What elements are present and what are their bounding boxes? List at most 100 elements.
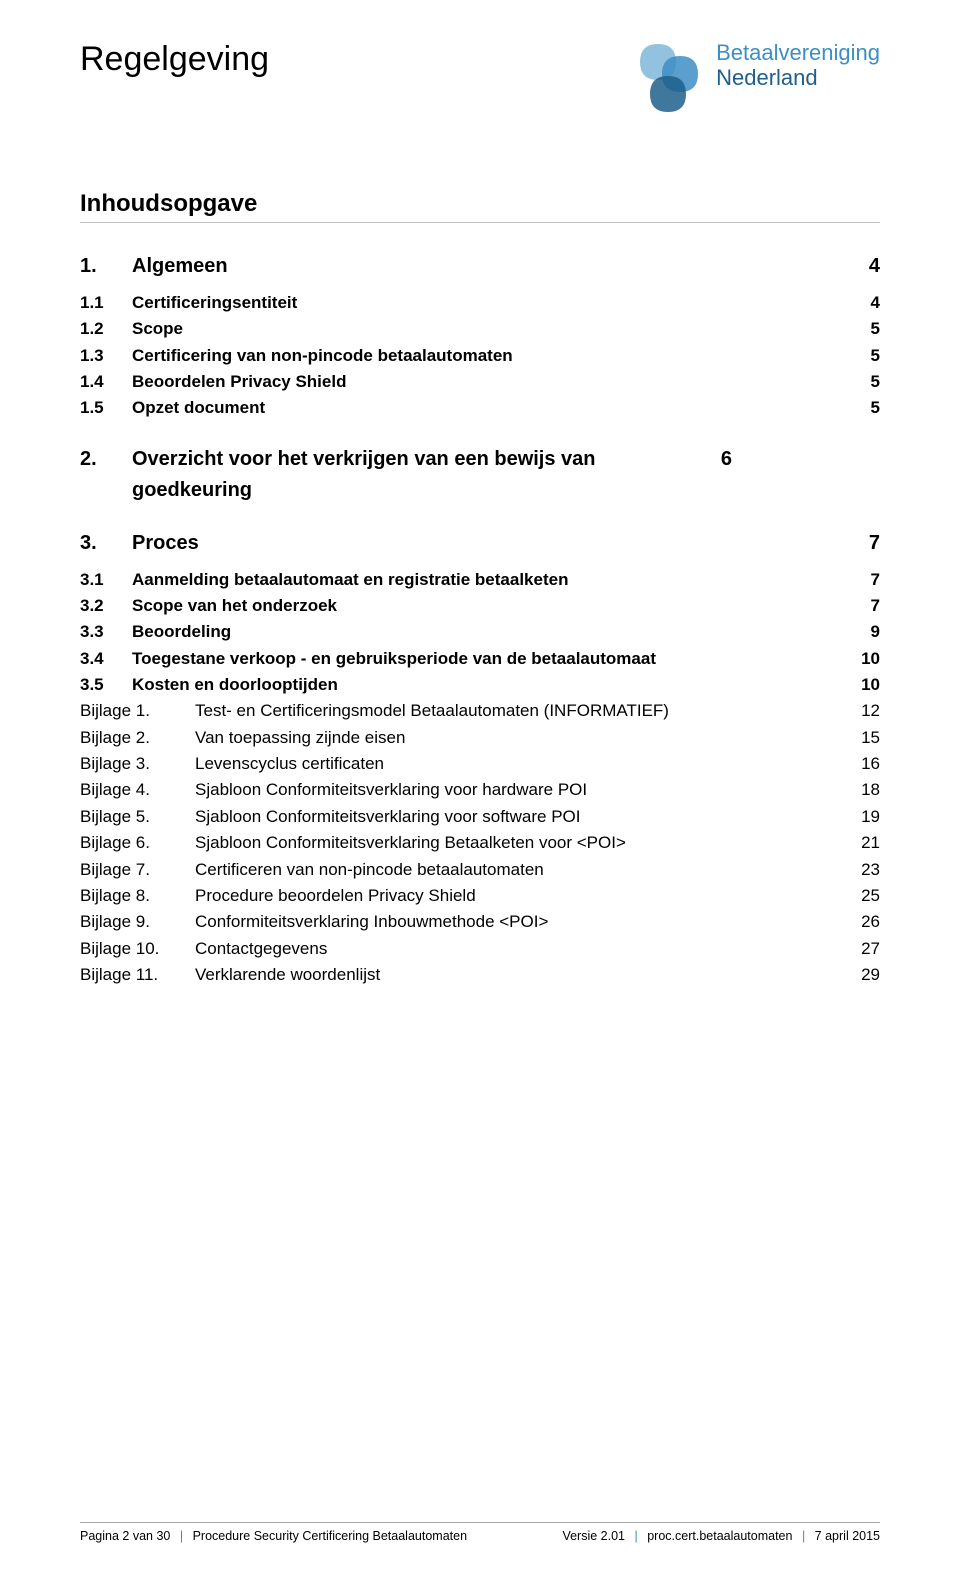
toc-page: 4 bbox=[840, 251, 880, 282]
toc-heading: Inhoudsopgave bbox=[80, 190, 880, 223]
footer-page-info: Pagina 2 van 30 bbox=[80, 1529, 170, 1543]
toc-label: Procedure beoordelen Privacy Shield bbox=[195, 883, 840, 909]
toc-entry-appendix: Bijlage 8. Procedure beoordelen Privacy … bbox=[80, 883, 880, 909]
toc-entry-sub: 3.3 Beoordeling 9 bbox=[80, 619, 880, 645]
page-footer: Pagina 2 van 30 | Procedure Security Cer… bbox=[80, 1522, 880, 1543]
toc-entry-sub: 1.5 Opzet document 5 bbox=[80, 395, 880, 421]
toc-page: 10 bbox=[840, 672, 880, 698]
toc-entry-top: 3. Proces 7 bbox=[80, 528, 880, 559]
toc-page: 6 bbox=[692, 444, 732, 475]
toc-page: 18 bbox=[840, 777, 880, 803]
toc-entry-top: 2. Overzicht voor het verkrijgen van een… bbox=[80, 444, 880, 506]
toc-label: Scope bbox=[132, 316, 840, 342]
toc-entry-sub: 1.1 Certificeringsentiteit 4 bbox=[80, 290, 880, 316]
toc-entry-top: 1. Algemeen 4 bbox=[80, 251, 880, 282]
toc-label: Certificering van non-pincode betaalauto… bbox=[132, 343, 840, 369]
footer-version: Versie 2.01 bbox=[562, 1529, 625, 1543]
toc-label: Certificeringsentiteit bbox=[132, 290, 840, 316]
toc-label: Van toepassing zijnde eisen bbox=[195, 725, 840, 751]
toc-entry-sub: 1.4 Beoordelen Privacy Shield 5 bbox=[80, 369, 880, 395]
toc-entry-appendix: Bijlage 5. Sjabloon Conformiteitsverklar… bbox=[80, 804, 880, 830]
toc-entry-appendix: Bijlage 3. Levenscyclus certificaten 16 bbox=[80, 751, 880, 777]
toc-page: 15 bbox=[840, 725, 880, 751]
toc-label: Overzicht voor het verkrijgen van een be… bbox=[132, 444, 692, 506]
toc-label: Sjabloon Conformiteitsverklaring Betaalk… bbox=[195, 830, 840, 856]
toc-entry-sub: 1.2 Scope 5 bbox=[80, 316, 880, 342]
toc-entry-appendix: Bijlage 10. Contactgegevens 27 bbox=[80, 936, 880, 962]
page-header: Regelgeving Betaalvereniging Nederland bbox=[80, 40, 880, 120]
toc-entry-sub: 3.1 Aanmelding betaalautomaat en registr… bbox=[80, 567, 880, 593]
toc-entry-appendix: Bijlage 11. Verklarende woordenlijst 29 bbox=[80, 962, 880, 988]
toc-page: 25 bbox=[840, 883, 880, 909]
toc-entry-appendix: Bijlage 4. Sjabloon Conformiteitsverklar… bbox=[80, 777, 880, 803]
toc-label: Levenscyclus certificaten bbox=[195, 751, 840, 777]
toc-number: Bijlage 5. bbox=[80, 804, 195, 830]
toc-page: 29 bbox=[840, 962, 880, 988]
toc-page: 5 bbox=[840, 343, 880, 369]
toc-page: 7 bbox=[840, 528, 880, 559]
toc-label: Conformiteitsverklaring Inbouwmethode <P… bbox=[195, 909, 840, 935]
toc-page: 4 bbox=[840, 290, 880, 316]
toc-label: Beoordelen Privacy Shield bbox=[132, 369, 840, 395]
toc-entry-sub: 3.2 Scope van het onderzoek 7 bbox=[80, 593, 880, 619]
toc-entry-appendix: Bijlage 2. Van toepassing zijnde eisen 1… bbox=[80, 725, 880, 751]
toc-label: Kosten en doorlooptijden bbox=[132, 672, 840, 698]
toc-entry-sub: 3.5 Kosten en doorlooptijden 10 bbox=[80, 672, 880, 698]
toc-page: 21 bbox=[840, 830, 880, 856]
footer-right: Versie 2.01 | proc.cert.betaalautomaten … bbox=[562, 1529, 880, 1543]
toc-number: Bijlage 11. bbox=[80, 962, 195, 988]
toc-label: Sjabloon Conformiteitsverklaring voor ha… bbox=[195, 777, 840, 803]
toc-number: 1.4 bbox=[80, 369, 132, 395]
toc-page: 16 bbox=[840, 751, 880, 777]
toc-page: 26 bbox=[840, 909, 880, 935]
logo-line-1: Betaalvereniging bbox=[716, 40, 880, 65]
toc-label: Test- en Certificeringsmodel Betaalautom… bbox=[195, 698, 840, 724]
toc-page: 23 bbox=[840, 857, 880, 883]
logo-text: Betaalvereniging Nederland bbox=[716, 40, 880, 91]
toc-entry-sub: 1.3 Certificering van non-pincode betaal… bbox=[80, 343, 880, 369]
toc-entry-appendix: Bijlage 9. Conformiteitsverklaring Inbou… bbox=[80, 909, 880, 935]
toc-number: 2. bbox=[80, 444, 132, 475]
toc-entry-appendix: Bijlage 6. Sjabloon Conformiteitsverklar… bbox=[80, 830, 880, 856]
logo-line-2: Nederland bbox=[716, 65, 880, 90]
toc-number: 1. bbox=[80, 251, 132, 282]
toc-label: Verklarende woordenlijst bbox=[195, 962, 840, 988]
toc-label: Toegestane verkoop - en gebruiksperiode … bbox=[132, 646, 840, 672]
toc-number: Bijlage 7. bbox=[80, 857, 195, 883]
toc-number: Bijlage 9. bbox=[80, 909, 195, 935]
footer-separator: | bbox=[174, 1529, 189, 1543]
toc-label: Beoordeling bbox=[132, 619, 840, 645]
toc-label: Contactgegevens bbox=[195, 936, 840, 962]
toc-number: 3.3 bbox=[80, 619, 132, 645]
toc-number: 3. bbox=[80, 528, 132, 559]
toc-number: 1.5 bbox=[80, 395, 132, 421]
footer-separator: | bbox=[628, 1529, 643, 1543]
toc-label: Opzet document bbox=[132, 395, 840, 421]
toc-number: 3.2 bbox=[80, 593, 132, 619]
toc-number: 3.1 bbox=[80, 567, 132, 593]
toc-page: 10 bbox=[840, 646, 880, 672]
toc-page: 9 bbox=[840, 619, 880, 645]
toc-number: Bijlage 4. bbox=[80, 777, 195, 803]
toc-label: Scope van het onderzoek bbox=[132, 593, 840, 619]
footer-left: Pagina 2 van 30 | Procedure Security Cer… bbox=[80, 1529, 467, 1543]
toc-page: 7 bbox=[840, 593, 880, 619]
toc-page: 7 bbox=[840, 567, 880, 593]
toc-number: 1.1 bbox=[80, 290, 132, 316]
brand-logo: Betaalvereniging Nederland bbox=[630, 40, 880, 120]
toc-number: Bijlage 3. bbox=[80, 751, 195, 777]
toc-page: 19 bbox=[840, 804, 880, 830]
document-title: Regelgeving bbox=[80, 40, 269, 79]
toc-page: 5 bbox=[840, 395, 880, 421]
toc-page: 5 bbox=[840, 369, 880, 395]
toc-label: Proces bbox=[132, 528, 840, 559]
toc-number: 3.5 bbox=[80, 672, 132, 698]
toc-page: 12 bbox=[840, 698, 880, 724]
toc-label: Algemeen bbox=[132, 251, 840, 282]
footer-separator: | bbox=[796, 1529, 811, 1543]
toc-number: Bijlage 8. bbox=[80, 883, 195, 909]
toc-label: Sjabloon Conformiteitsverklaring voor so… bbox=[195, 804, 840, 830]
logo-icon bbox=[630, 40, 710, 120]
footer-filename: proc.cert.betaalautomaten bbox=[647, 1529, 792, 1543]
toc-number: Bijlage 10. bbox=[80, 936, 195, 962]
